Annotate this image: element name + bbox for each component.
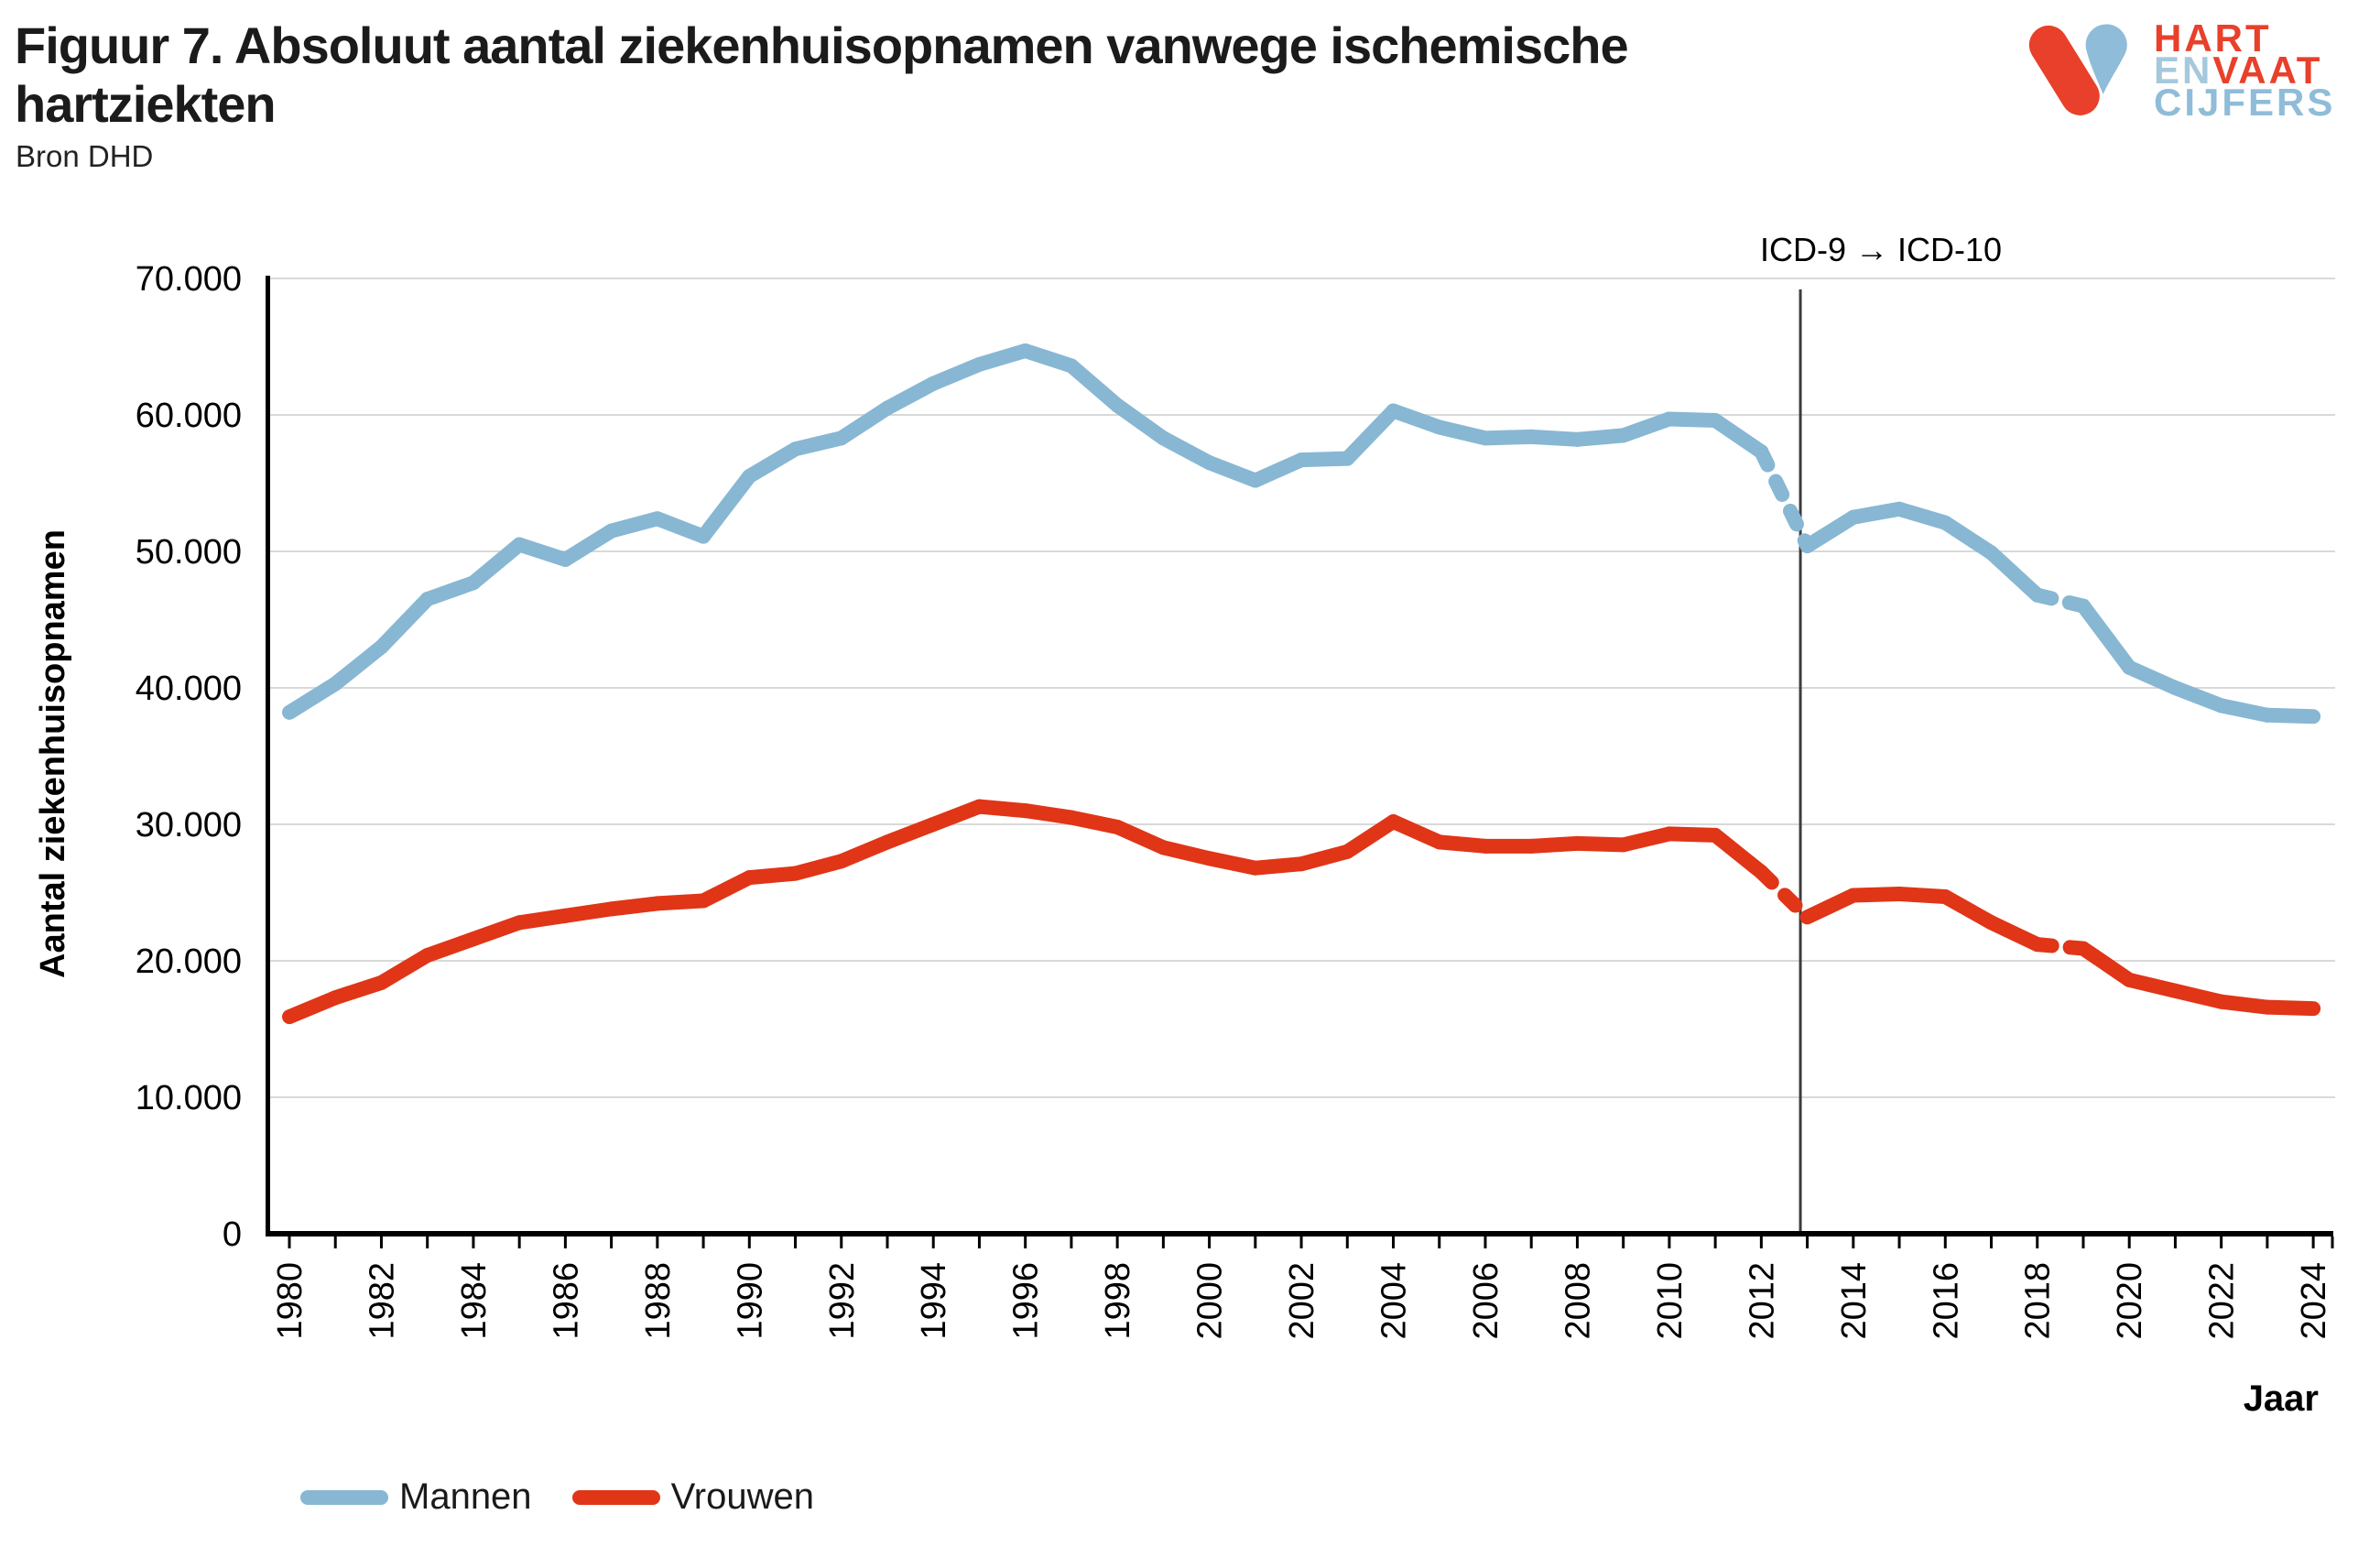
svg-text:2000: 2000 — [1191, 1262, 1230, 1340]
svg-text:2008: 2008 — [1559, 1262, 1597, 1340]
svg-text:1992: 1992 — [823, 1262, 862, 1340]
svg-text:2020: 2020 — [2111, 1262, 2149, 1340]
svg-text:1982: 1982 — [363, 1262, 401, 1340]
svg-text:0: 0 — [223, 1215, 242, 1254]
svg-text:2014: 2014 — [1835, 1262, 1874, 1340]
page-title: Figuur 7. Absoluut aantal ziekenhuisopna… — [15, 16, 1629, 133]
heart-logo-icon — [2028, 24, 2127, 115]
svg-text:2004: 2004 — [1375, 1262, 1414, 1340]
svg-text:2016: 2016 — [1927, 1262, 1965, 1340]
svg-text:2002: 2002 — [1283, 1262, 1321, 1340]
legend-item-vrouwen: Vrouwen — [571, 1476, 814, 1518]
svg-text:1988: 1988 — [639, 1262, 678, 1340]
legend-item-mannen: Mannen — [300, 1476, 532, 1518]
logo-wordmark: HART ENVAAT CIJFERS — [2154, 19, 2335, 122]
svg-text:20.000: 20.000 — [136, 942, 242, 981]
svg-text:40.000: 40.000 — [136, 670, 242, 708]
logo-word-hart: HART — [2154, 16, 2272, 60]
svg-text:1990: 1990 — [731, 1262, 769, 1340]
logo-word-en: EN — [2154, 49, 2213, 92]
svg-text:1986: 1986 — [547, 1262, 585, 1340]
vrouwen-line-swatch — [571, 1489, 660, 1505]
icd-transition-annotation: ICD-9 → ICD-10 — [1760, 231, 2002, 268]
svg-text:2012: 2012 — [1743, 1262, 1781, 1340]
svg-text:70.000: 70.000 — [136, 260, 242, 299]
svg-text:2022: 2022 — [2203, 1262, 2242, 1340]
svg-text:1998: 1998 — [1099, 1262, 1137, 1340]
svg-text:1996: 1996 — [1007, 1262, 1046, 1340]
logo-word-vaat: VAAT — [2212, 49, 2323, 92]
y-axis-title: Aantal ziekenhuisopnamen — [34, 529, 72, 978]
svg-text:30.000: 30.000 — [136, 806, 242, 844]
svg-text:1994: 1994 — [915, 1262, 953, 1340]
x-axis-title: Jaar — [2244, 1378, 2319, 1419]
svg-text:2010: 2010 — [1651, 1262, 1690, 1340]
source-label: Bron DHD — [16, 139, 154, 173]
svg-text:2024: 2024 — [2295, 1262, 2333, 1340]
svg-text:2006: 2006 — [1467, 1262, 1505, 1340]
svg-text:2018: 2018 — [2019, 1262, 2058, 1340]
legend: Mannen Vrouwen — [300, 1476, 814, 1518]
mannen-line-swatch — [300, 1489, 388, 1505]
svg-text:1984: 1984 — [455, 1262, 494, 1340]
svg-text:60.000: 60.000 — [136, 397, 242, 435]
svg-text:50.000: 50.000 — [136, 533, 242, 572]
svg-text:10.000: 10.000 — [136, 1079, 242, 1117]
legend-label-mannen: Mannen — [399, 1476, 532, 1517]
svg-text:1980: 1980 — [271, 1262, 310, 1340]
hart-en-vaatcijfers-logo: HART ENVAAT CIJFERS — [2026, 13, 2374, 132]
legend-label-vrouwen: Vrouwen — [670, 1476, 814, 1517]
logo-word-cijfers: CIJFERS — [2154, 81, 2336, 124]
